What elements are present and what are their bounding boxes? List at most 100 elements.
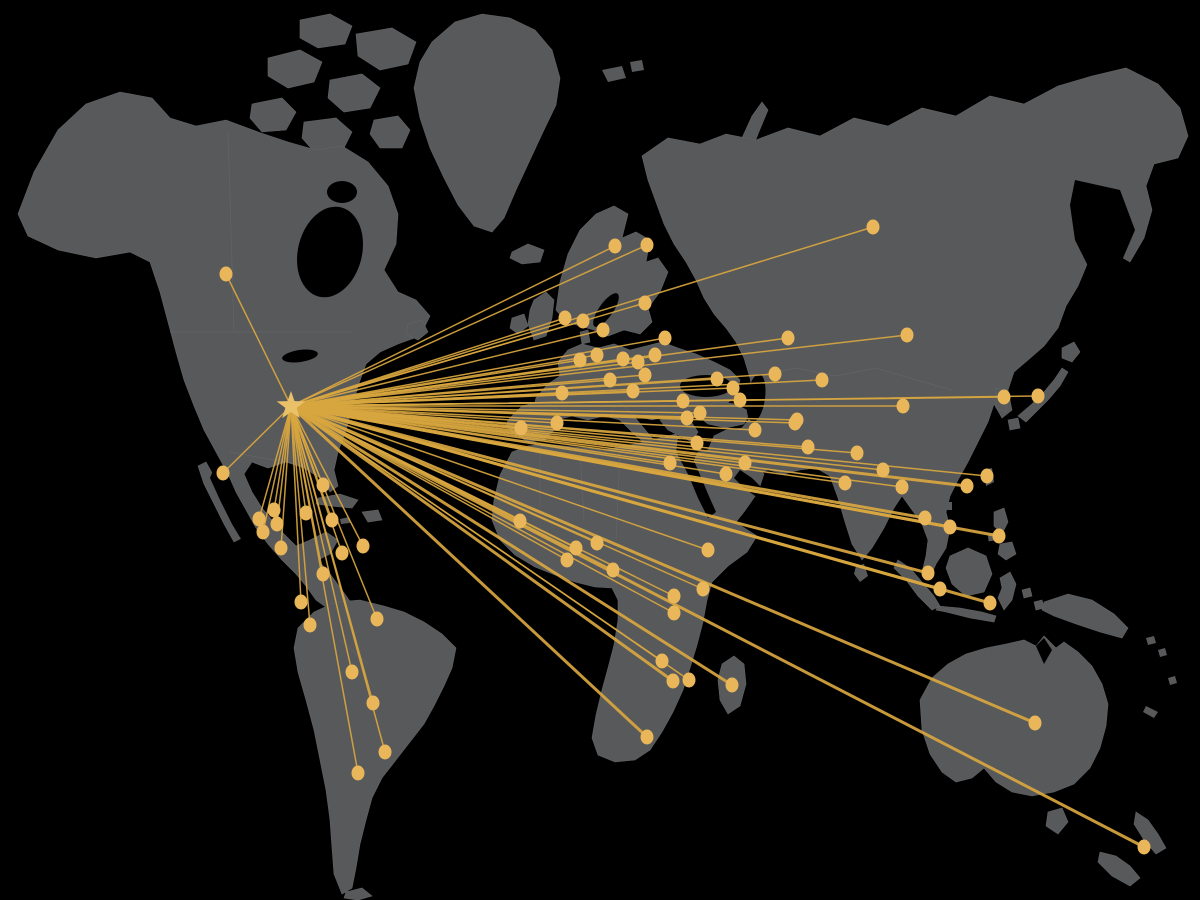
destination-dot [896, 398, 910, 414]
route-line [290, 395, 1039, 407]
landmass-arctic-islands [249, 13, 417, 155]
destination-dot [710, 371, 724, 387]
destination-dot [960, 478, 974, 494]
route-line [290, 244, 648, 407]
destination-dot [748, 422, 762, 438]
route-line [290, 337, 789, 407]
route-line [289, 404, 1037, 725]
destination-dot [299, 505, 313, 521]
hub-layer [276, 391, 306, 419]
route-line [290, 337, 666, 407]
destination-dot [666, 673, 680, 689]
route-line [290, 373, 776, 407]
border-russia-south [755, 367, 953, 391]
destination-dot [690, 435, 704, 451]
destination-dot [569, 540, 583, 556]
route-line [290, 405, 988, 477]
destination-dot [992, 528, 1006, 544]
gulf-of-california [210, 468, 252, 544]
destination-dot [640, 237, 654, 253]
sea-of-okhotsk [1070, 180, 1135, 270]
route-line [290, 405, 709, 551]
destination-dot [316, 566, 330, 582]
gulf-of-carpentaria [1036, 638, 1052, 664]
landmass-hainan [944, 502, 952, 510]
destination-dot [726, 380, 740, 396]
destination-dot [640, 729, 654, 745]
hudson-bay [297, 206, 363, 298]
destination-dot [725, 677, 739, 693]
destination-dot [638, 367, 652, 383]
destination-dot [576, 313, 590, 329]
route-line [289, 404, 1001, 538]
routes-layer [222, 226, 1146, 849]
destination-dot [366, 695, 380, 711]
destination-dot [356, 538, 370, 554]
destination-dot [768, 366, 782, 382]
destination-dot [370, 611, 384, 627]
destination-dot [573, 352, 587, 368]
route-line [290, 405, 386, 753]
destination-dot [596, 322, 610, 338]
destination-dot [219, 266, 233, 282]
destination-dot [696, 581, 710, 597]
destination-dot [921, 565, 935, 581]
destination-dot [733, 392, 747, 408]
landmass-south-america [293, 599, 457, 900]
destination-dot [603, 372, 617, 388]
destination-dot [676, 393, 690, 409]
route-line [290, 405, 378, 620]
landmass-new-guinea [1041, 593, 1129, 639]
destination-dot [335, 545, 349, 561]
destination-dot [378, 744, 392, 760]
landmass-hispaniola [361, 509, 383, 523]
destination-dot [274, 540, 288, 556]
destination-dot [626, 383, 640, 399]
destination-dot [997, 389, 1011, 405]
destination-dot [590, 347, 604, 363]
destination-dot [513, 513, 527, 529]
landmass-japan [1007, 341, 1081, 431]
route-line [290, 334, 908, 407]
landmass-greenland [413, 13, 561, 233]
destination-dot [943, 519, 957, 535]
route-line [289, 404, 649, 739]
destination-dot [933, 581, 947, 597]
destination-dot [738, 455, 752, 471]
destination-dot [850, 445, 864, 461]
destination-dot [316, 477, 330, 493]
route-line [289, 404, 734, 687]
border-sahara-2 [579, 451, 585, 521]
landmass-new-zealand [1097, 811, 1167, 887]
destination-dot [558, 310, 572, 326]
destination-dot [667, 605, 681, 621]
route-line [290, 405, 302, 603]
destination-dot [560, 552, 574, 568]
destination-dot [606, 562, 620, 578]
route-line [290, 405, 359, 774]
border-canada-province [227, 131, 235, 331]
destination-dot [216, 465, 230, 481]
route-line [225, 273, 292, 407]
destination-dot [631, 354, 645, 370]
destination-dot [608, 238, 622, 254]
route-line [289, 404, 992, 605]
destination-dot [252, 511, 266, 527]
route-line [290, 405, 727, 475]
hub-star-icon [276, 391, 306, 419]
route-line [290, 405, 701, 414]
landmass-indonesia [893, 547, 1045, 623]
destination-dot [663, 455, 677, 471]
destination-dot [1137, 839, 1151, 855]
destination-dot [918, 510, 932, 526]
route-line [290, 405, 756, 431]
landmass-asia [641, 67, 1189, 579]
destination-dot [680, 410, 694, 426]
destination-dot [345, 664, 359, 680]
route-line [276, 405, 292, 525]
route-line [290, 405, 353, 673]
route-line [290, 405, 858, 454]
destination-dot [866, 219, 880, 235]
